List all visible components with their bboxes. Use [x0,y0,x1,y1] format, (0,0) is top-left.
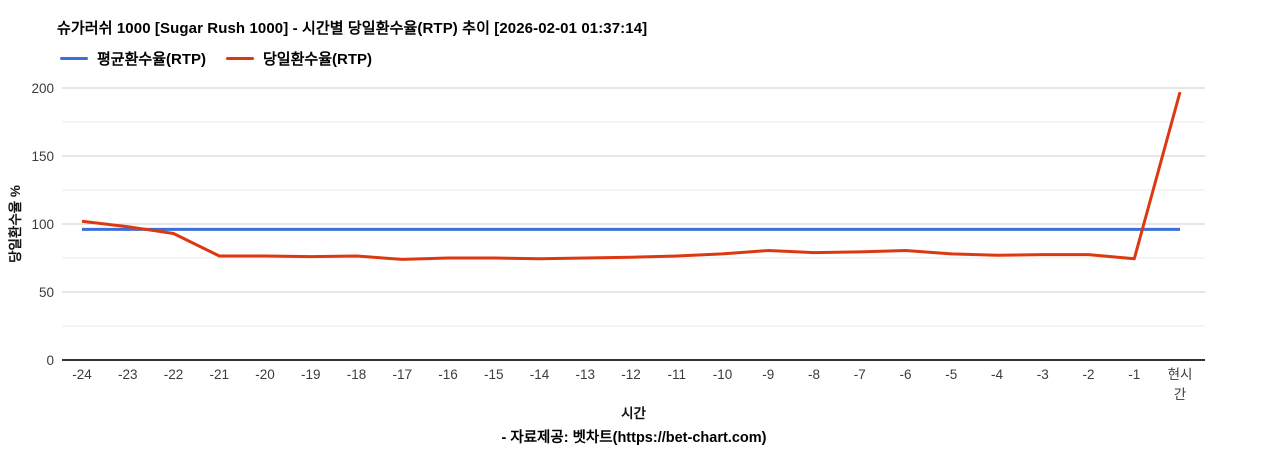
y-axis-title: 당일환수율 % [7,185,23,263]
x-tick-label: -19 [301,367,321,382]
x-tick-label: -24 [72,367,92,382]
x-tick-label: -14 [530,367,550,382]
x-tick-label: -4 [991,367,1003,382]
x-tick-label: -11 [667,367,686,382]
x-tick-label: -8 [808,367,820,382]
series-line-daily-rtp[interactable] [81,91,1182,261]
x-tick-label: -5 [945,367,957,382]
legend-item-average-rtp: 평균환수율(RTP) [60,48,206,69]
x-tick-label: -15 [484,367,504,382]
x-tick-label: -1 [1128,367,1140,382]
legend-label-average-rtp: 평균환수율(RTP) [97,51,206,68]
y-tick-label: 0 [46,353,54,368]
x-tick-label: -21 [209,367,229,382]
legend-item-daily-rtp: 당일환수율(RTP) [226,48,372,69]
data-source-caption: - 자료제공: 벳차트(https://bet-chart.com) [501,430,767,446]
x-tick-label: -20 [255,367,275,382]
x-tick-label: -13 [575,367,595,382]
x-tick-label: -12 [621,367,641,382]
x-tick-label: -17 [392,367,412,382]
chart-legend: 평균환수율(RTP) 당일환수율(RTP) [60,48,372,69]
legend-label-daily-rtp: 당일환수율(RTP) [263,51,372,68]
x-tick-label: -7 [854,367,866,382]
x-tick-label: -23 [118,367,138,382]
x-tick-label: -16 [438,367,458,382]
y-tick-label: 150 [31,149,54,164]
y-tick-label: 50 [39,285,54,300]
y-tick-label: 100 [31,217,54,232]
x-tick-label: -18 [347,367,367,382]
x-tick-label: -9 [762,367,774,382]
daily-rtp-line-swatch [226,57,254,60]
average-rtp-line-swatch [60,57,88,60]
y-tick-label: 200 [31,81,54,96]
x-tick-label: -2 [1082,367,1094,382]
x-tick-label: -6 [899,367,911,382]
chart-title: 슈가러쉬 1000 [Sugar Rush 1000] - 시간별 당일환수율(… [57,20,648,37]
x-axis-title: 시간 [621,405,646,421]
x-tick-label: 현시 간 [1168,367,1193,402]
x-tick-label: -22 [164,367,184,382]
x-tick-label: -3 [1037,367,1049,382]
x-tick-label: -10 [713,367,733,382]
